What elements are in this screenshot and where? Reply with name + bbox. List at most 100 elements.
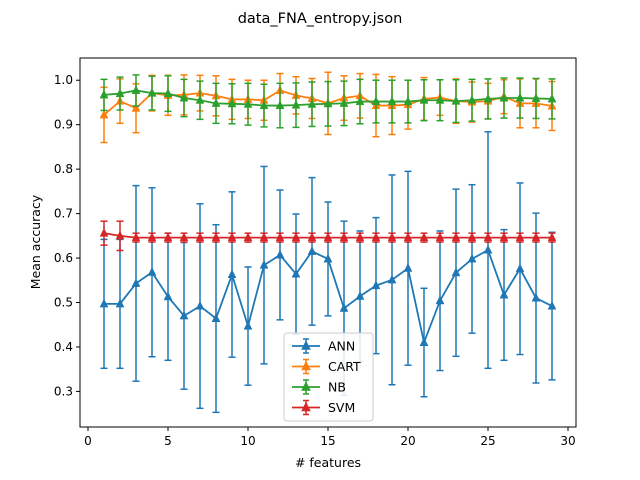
data-point [339,98,349,107]
data-point [323,253,333,263]
data-point [531,232,541,242]
data-point [179,310,189,320]
data-point [515,232,525,242]
x-axis-label: # features [295,455,361,470]
data-point [403,96,413,106]
data-point [499,92,509,102]
y-tick-label: 0.6 [54,251,73,265]
legend-label: ANN [328,339,355,354]
data-point [291,99,301,109]
data-point [259,260,269,269]
data-point [211,313,221,322]
data-point [307,232,317,242]
data-point [387,232,397,242]
data-point [179,232,189,242]
data-point [547,93,557,103]
data-point [419,337,429,347]
x-tick-label: 5 [164,434,172,448]
x-tick-label: 0 [84,434,92,448]
series-svm [99,220,557,252]
y-tick-label: 0.3 [54,384,73,398]
data-point [419,232,429,242]
data-point [307,99,317,108]
data-point [451,95,461,105]
data-point [387,274,397,284]
plot-area [99,71,557,414]
data-point [243,99,253,108]
x-tick-label: 15 [320,434,335,448]
data-point [131,232,141,242]
legend-label: SVM [328,400,355,415]
data-point [163,291,173,301]
data-point [275,249,285,259]
data-point [115,298,125,308]
legend-item-svm: SVM [292,399,355,416]
data-point [355,291,365,300]
y-axis: 0.3 0.4 0.5 0.6 0.7 0.8 0.9 1.0 [54,73,80,398]
data-point [99,298,109,308]
data-point [419,95,429,104]
legend-item-cart: CART [292,358,361,375]
data-point [227,98,237,108]
data-point [243,320,253,330]
data-point [403,263,413,272]
data-point [275,100,285,110]
x-tick-label: 10 [240,434,255,448]
legend-label: CART [328,359,361,374]
data-point [115,230,125,240]
data-point [259,232,269,242]
data-point [547,300,557,310]
data-point [131,103,141,112]
data-point [371,280,381,290]
series-ann [99,131,557,414]
data-point [195,300,205,310]
data-point [99,109,109,119]
data-point [131,85,141,94]
series-nb [99,74,557,129]
data-point [451,267,461,277]
data-point [451,232,461,242]
data-point [147,87,157,97]
data-point [435,95,445,104]
legend-item-ann: ANN [292,338,355,354]
data-point [147,267,157,276]
data-point [243,232,253,242]
data-point [323,98,333,108]
data-point [435,232,445,242]
data-point [163,232,173,242]
legend-box [283,332,374,422]
legend-item-nb: NB [292,379,346,395]
data-point [435,295,445,305]
data-point [499,232,509,242]
data-point [483,93,493,103]
data-point [307,246,317,255]
data-point [467,95,477,104]
data-point [211,232,221,242]
data-point [99,89,109,99]
data-point [179,92,189,102]
data-point [531,93,541,102]
data-point [259,100,269,110]
y-tick-label: 0.5 [54,296,73,310]
legend-marker [301,360,311,371]
data-point [483,244,493,254]
data-point [371,96,381,106]
data-point [227,269,237,278]
x-tick-label: 30 [560,434,575,448]
data-point [467,232,477,242]
data-point [147,232,157,242]
legend-marker [301,340,311,350]
data-point [131,278,141,287]
data-point [387,96,397,106]
y-tick-label: 0.8 [54,162,73,176]
data-point [515,263,525,273]
data-point [355,96,365,106]
data-point [195,95,205,104]
y-tick-label: 0.9 [54,118,73,132]
x-tick-label: 20 [400,434,415,448]
chart-title: data_FNA_entropy.json [238,11,403,27]
data-point [467,253,477,263]
legend-marker [301,381,311,391]
x-tick-label: 25 [480,434,495,448]
